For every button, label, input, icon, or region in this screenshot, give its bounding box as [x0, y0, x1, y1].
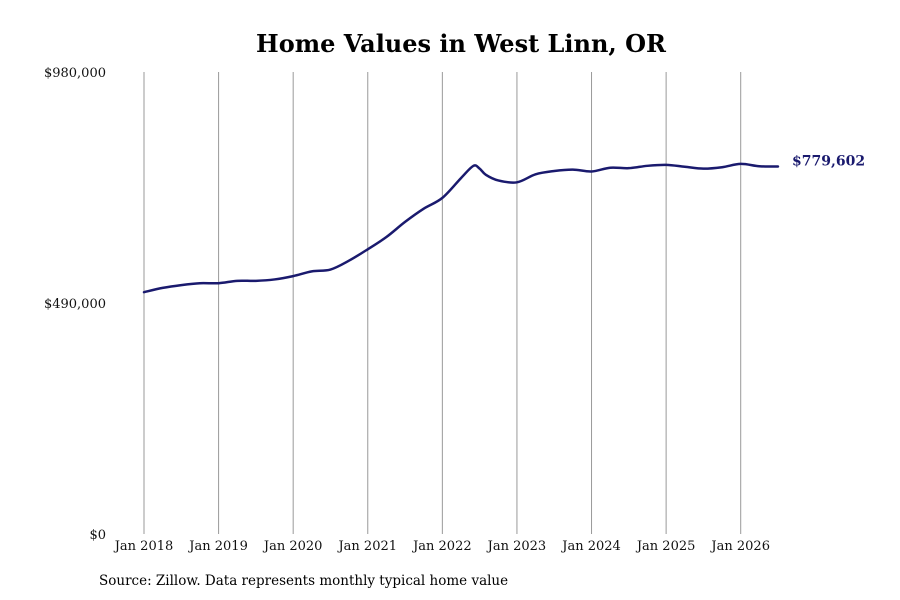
chart-title: Home Values in West Linn, OR — [256, 29, 666, 58]
data-point — [627, 166, 631, 170]
x-tick-label: Jan 2021 — [336, 539, 397, 554]
data-point — [645, 164, 649, 168]
data-point — [310, 269, 314, 273]
data-point — [347, 259, 351, 263]
data-points — [142, 162, 780, 294]
x-tick-label: Jan 2018 — [113, 539, 174, 554]
data-point — [459, 176, 463, 180]
y-tick-label: $0 — [89, 528, 106, 543]
data-point — [515, 180, 519, 184]
data-point — [198, 281, 202, 285]
data-point — [571, 168, 575, 172]
data-point — [384, 235, 388, 239]
data-point — [142, 290, 146, 294]
vertical-gridlines — [143, 72, 742, 534]
x-tick-label: Jan 2025 — [635, 539, 696, 554]
data-point — [440, 196, 444, 200]
data-point — [776, 164, 780, 168]
y-axis-ticks: $0 $490,000 $980,000 — [44, 66, 106, 543]
data-point — [757, 164, 761, 168]
end-value-label-group: $779,602 — [792, 153, 865, 169]
data-point — [534, 172, 538, 176]
data-point — [471, 164, 475, 168]
data-point — [720, 165, 724, 169]
data-point — [701, 167, 705, 171]
x-tick-label: Jan 2019 — [187, 539, 248, 554]
series-line — [142, 162, 780, 294]
end-value-label: $779,602 — [792, 153, 865, 169]
x-tick-label: Jan 2026 — [709, 539, 770, 554]
data-point — [328, 268, 332, 272]
data-point — [484, 173, 488, 177]
data-point — [254, 279, 258, 283]
data-point — [235, 279, 239, 283]
data-point — [739, 162, 743, 166]
x-tick-label: Jan 2022 — [411, 539, 472, 554]
source-note: Source: Zillow. Data represents monthly … — [99, 573, 509, 589]
x-axis-ticks: Jan 2018 Jan 2019 Jan 2020 Jan 2021 Jan 2022… — [113, 539, 770, 554]
data-point — [217, 281, 221, 285]
data-point — [366, 247, 370, 251]
data-point — [161, 286, 165, 290]
data-point — [403, 220, 407, 224]
data-point — [664, 163, 668, 167]
data-point — [422, 207, 426, 211]
data-point — [179, 283, 183, 287]
data-series — [142, 162, 780, 294]
x-tick-label: Jan 2020 — [262, 539, 323, 554]
x-tick-label: Jan 2023 — [486, 539, 547, 554]
data-point — [496, 178, 500, 182]
y-tick-label: $490,000 — [44, 297, 106, 312]
data-point — [478, 167, 482, 171]
y-tick-label: $980,000 — [44, 66, 106, 81]
data-point — [590, 169, 594, 173]
x-tick-label: Jan 2024 — [560, 539, 621, 554]
data-point — [608, 166, 612, 170]
data-point — [273, 277, 277, 281]
data-point — [552, 169, 556, 173]
data-point — [291, 274, 295, 278]
data-point — [683, 165, 687, 169]
